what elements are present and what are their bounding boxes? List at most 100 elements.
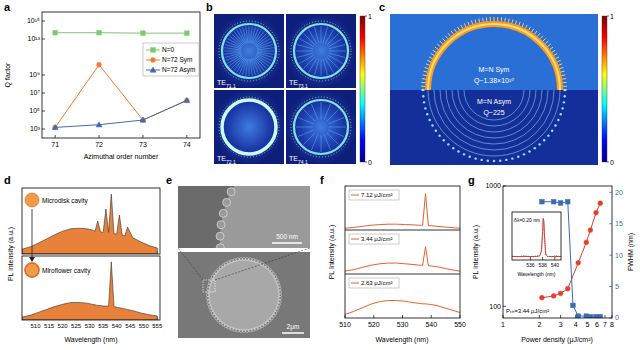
flower-petal	[33, 276, 35, 278]
q-label: Q~1.38×10¹⁰	[474, 77, 514, 85]
petal	[236, 329, 239, 332]
x-tick-label: 540	[551, 262, 560, 268]
annotation: Microdisk cavity	[42, 197, 89, 205]
field-lobe	[474, 157, 476, 159]
petal	[239, 258, 242, 261]
data-point	[565, 199, 570, 204]
data-point	[576, 314, 581, 318]
field-lobe	[309, 58, 318, 73]
legend-line	[351, 239, 359, 240]
y-tick-label: 10⁷	[30, 89, 41, 96]
sem-image	[178, 252, 310, 338]
data-point	[584, 240, 589, 245]
legend-box	[349, 234, 399, 244]
petal	[252, 328, 255, 331]
field-map	[390, 90, 598, 165]
field-lobe	[303, 133, 315, 145]
flower-petal	[29, 276, 31, 278]
data-point	[96, 122, 102, 127]
x-tick-label: 2	[537, 321, 541, 328]
colorbar-tick-label: 0	[610, 159, 614, 166]
series-line	[55, 100, 187, 127]
field-lobe	[537, 33, 540, 36]
legend-marker	[151, 58, 156, 63]
petal	[216, 244, 224, 248]
field-lobe	[562, 78, 566, 80]
field-lobe	[557, 60, 561, 62]
field-lobe	[255, 57, 267, 69]
data-point	[540, 199, 545, 204]
y-axis-label: PL intensity (a.u.)	[472, 225, 480, 279]
field-lobe	[504, 18, 506, 22]
field-ring	[428, 24, 560, 90]
zoom-line	[215, 248, 310, 280]
y-tick	[42, 21, 45, 22]
colorbar-tick-label: 0	[368, 159, 372, 166]
x-tick-label: 550	[454, 321, 466, 328]
mode-subscript: 72,1	[226, 159, 236, 165]
x-tick	[402, 315, 403, 318]
field-lobe	[431, 54, 434, 56]
half-label: M=N Asym	[477, 98, 511, 106]
petal	[233, 328, 236, 331]
field-lobe	[423, 101, 425, 103]
data-point	[141, 31, 146, 36]
cavity-outline	[291, 21, 351, 81]
petal	[230, 260, 233, 263]
flower-petal	[38, 269, 40, 271]
legend-text: N=0	[162, 46, 174, 53]
field-lobe	[490, 17, 491, 21]
data-point	[598, 314, 603, 318]
scale-bar-label: 2μm	[287, 323, 300, 331]
x-tick-label: 510	[339, 321, 351, 328]
field-lobe	[560, 67, 564, 68]
data-point	[571, 303, 576, 308]
field-lobe	[426, 64, 430, 65]
data-point	[588, 228, 593, 233]
x-tick	[186, 135, 187, 138]
field-lobe	[429, 57, 433, 59]
field-lobe	[303, 109, 315, 121]
y-axis-label: Q factor	[4, 62, 12, 88]
field-lobe	[461, 25, 463, 29]
petal	[239, 329, 242, 332]
flower-petal	[28, 275, 30, 277]
y2-tick-label: 5	[615, 283, 619, 290]
x-axis-label: Azimuthal order number	[84, 153, 159, 160]
panel-label: g	[468, 174, 475, 186]
data-point	[576, 260, 581, 265]
y-axis-label: PL Intensity (a.u.)	[328, 225, 336, 280]
flower-icon	[25, 263, 39, 277]
y-tick-label: 10¹³	[28, 35, 41, 42]
flower-petal	[25, 273, 27, 275]
panel-label: c	[379, 1, 385, 13]
petal	[278, 290, 281, 293]
data-point	[565, 286, 570, 291]
field-lobe	[499, 160, 501, 162]
field-map	[214, 14, 284, 88]
field-lobe	[421, 90, 425, 91]
field-lobe	[328, 117, 344, 124]
series-line	[345, 301, 460, 315]
field-lobe	[321, 59, 322, 76]
x-tick-label: 3	[559, 321, 563, 328]
field-lobe	[564, 95, 566, 97]
field-lobe	[545, 41, 548, 44]
field-lobe	[321, 102, 322, 119]
arrow-head	[29, 257, 35, 262]
field-lobe	[493, 160, 495, 162]
field-lobe	[457, 150, 459, 152]
y-tick-label: 10⁵	[29, 107, 40, 114]
field-ring	[428, 24, 560, 90]
legend-box	[349, 190, 399, 200]
x-tick-label: 1	[501, 321, 505, 328]
x-tick-label: 520	[58, 323, 69, 329]
x-axis-label: Power density (μJ/cm²)	[521, 336, 593, 344]
field-lobe	[464, 23, 466, 27]
field-lobe	[231, 33, 243, 45]
data-point	[558, 291, 563, 296]
field-lobe	[534, 147, 536, 149]
legend-line	[351, 195, 359, 196]
annotation: Pₜₕ=3.44 μJ/cm²	[506, 308, 549, 314]
field-lobe	[229, 36, 242, 46]
